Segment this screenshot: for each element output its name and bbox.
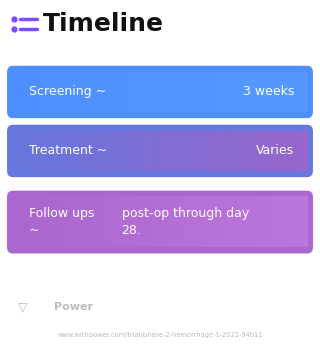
Text: Follow ups
~: Follow ups ~ — [29, 207, 94, 237]
Text: Timeline: Timeline — [43, 12, 164, 36]
Text: Screening ~: Screening ~ — [29, 85, 106, 99]
Text: Treatment ~: Treatment ~ — [29, 144, 107, 158]
Text: ▽: ▽ — [18, 301, 27, 314]
FancyBboxPatch shape — [7, 191, 313, 253]
Text: post-op through day
28.: post-op through day 28. — [122, 207, 249, 237]
FancyBboxPatch shape — [7, 66, 313, 118]
Text: 3 weeks: 3 weeks — [243, 85, 294, 99]
FancyBboxPatch shape — [7, 125, 313, 177]
Text: www.withpower.com/trial/phase-2-hemorrhage-1-2022-94b11: www.withpower.com/trial/phase-2-hemorrha… — [57, 332, 263, 338]
Text: Power: Power — [54, 302, 93, 312]
Text: Varies: Varies — [256, 144, 294, 158]
